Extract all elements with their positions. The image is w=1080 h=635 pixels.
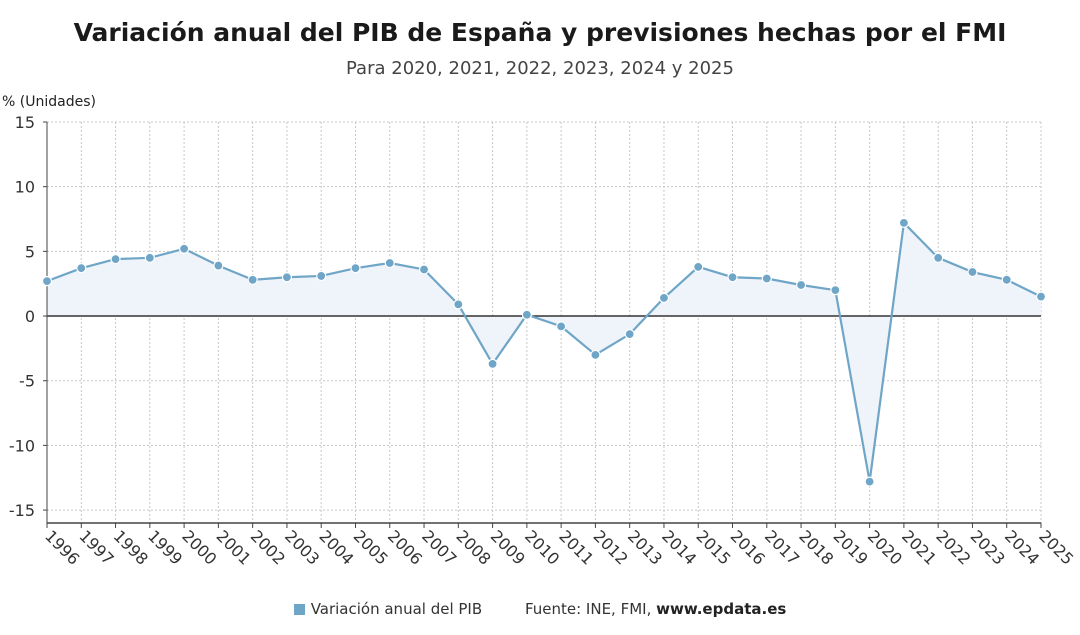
legend-swatch-icon xyxy=(293,604,305,615)
chart-title: Variación anual del PIB de España y prev… xyxy=(73,18,1007,47)
data-point xyxy=(453,299,464,310)
source-note: Fuente: INE, FMI, www.epdata.es xyxy=(525,600,786,618)
source-prefix: Fuente: INE, FMI, xyxy=(524,600,652,618)
x-tick-label: 1997 xyxy=(75,526,117,568)
y-tick-label: -5 xyxy=(19,372,35,391)
x-tick-label: 2015 xyxy=(692,526,734,568)
data-point xyxy=(213,260,224,271)
y-tick-label: -10 xyxy=(9,436,35,455)
data-point xyxy=(350,263,361,274)
y-tick-label: 5 xyxy=(25,242,35,261)
x-tick-label: 2013 xyxy=(624,526,666,568)
data-point xyxy=(556,321,567,332)
y-tick-label: 0 xyxy=(25,307,35,326)
data-point xyxy=(590,349,601,360)
source-link[interactable]: www.epdata.es xyxy=(656,600,787,618)
data-point xyxy=(761,273,772,284)
data-point xyxy=(1001,274,1012,285)
data-point xyxy=(179,243,190,254)
y-tick-label: 10 xyxy=(15,178,35,197)
x-tick-label: 2009 xyxy=(487,526,529,568)
data-point xyxy=(521,309,532,320)
x-tick-label: 2006 xyxy=(384,526,426,568)
data-point xyxy=(247,274,258,285)
data-point xyxy=(281,272,293,283)
series-line xyxy=(46,220,1042,482)
x-tick-label: 1998 xyxy=(110,526,152,568)
x-tick-label: 2025 xyxy=(1035,526,1077,568)
x-tick-label: 2023 xyxy=(967,526,1009,568)
y-axis-label: % (Unidades) xyxy=(2,94,96,110)
legend-item: Variación anual del PIB xyxy=(293,600,483,618)
data-point xyxy=(76,263,87,274)
data-point xyxy=(898,217,909,228)
x-tick-labels: 1996199719981999200020012002200320042005… xyxy=(41,523,1077,569)
x-tick-label: 2003 xyxy=(281,526,323,568)
data-point xyxy=(624,329,635,340)
x-tick-label: 2007 xyxy=(418,526,460,568)
x-tick-label: 2012 xyxy=(590,526,632,568)
data-point xyxy=(830,285,841,296)
data-point xyxy=(418,264,430,275)
data-point xyxy=(487,358,498,369)
data-point xyxy=(110,254,121,265)
x-tick-label: 2011 xyxy=(555,526,597,568)
y-tick-label: -15 xyxy=(9,501,35,520)
x-tick-label: 2010 xyxy=(521,526,563,568)
y-tick-labels: 15 10 5 0 -5 -10 -15 xyxy=(9,113,47,520)
data-point xyxy=(384,257,395,269)
data-points xyxy=(41,217,1047,487)
legend-label: Variación anual del PIB xyxy=(310,600,483,618)
data-point xyxy=(795,279,807,291)
x-tick-label: 2020 xyxy=(864,526,906,568)
data-point xyxy=(693,261,704,272)
x-tick-label: 2021 xyxy=(898,526,940,568)
x-tick-label: 2008 xyxy=(452,526,494,568)
data-point xyxy=(864,476,875,487)
x-tick-label: 2000 xyxy=(178,526,220,568)
y-tick-label: 15 xyxy=(15,113,35,132)
data-point xyxy=(1035,291,1047,302)
x-tick-label: 2002 xyxy=(247,526,289,568)
x-tick-label: 1999 xyxy=(144,526,186,568)
data-point xyxy=(933,252,944,263)
grid-lines xyxy=(47,121,1042,523)
x-tick-label: 2019 xyxy=(830,526,872,568)
chart-subtitle: Para 2020, 2021, 2022, 2023, 2024 y 2025 xyxy=(346,58,734,79)
data-point xyxy=(41,276,53,287)
x-tick-label: 1996 xyxy=(41,526,83,568)
x-tick-label: 2004 xyxy=(315,526,357,568)
data-point xyxy=(316,270,327,282)
area-fill xyxy=(47,222,1041,482)
footer: Variación anual del PIB Fuente: INE, FMI… xyxy=(0,600,1080,618)
x-tick-label: 2014 xyxy=(658,526,700,568)
x-tick-label: 2017 xyxy=(761,526,803,568)
x-tick-label: 2005 xyxy=(350,526,392,568)
x-tick-label: 2018 xyxy=(795,526,837,568)
data-point xyxy=(967,266,978,278)
data-point xyxy=(727,272,738,283)
x-tick-label: 2022 xyxy=(932,526,974,568)
data-point xyxy=(658,292,670,304)
x-tick-label: 2001 xyxy=(213,526,255,568)
x-tick-label: 2016 xyxy=(727,526,769,568)
data-point xyxy=(144,252,155,263)
x-tick-label: 2024 xyxy=(1001,526,1043,568)
